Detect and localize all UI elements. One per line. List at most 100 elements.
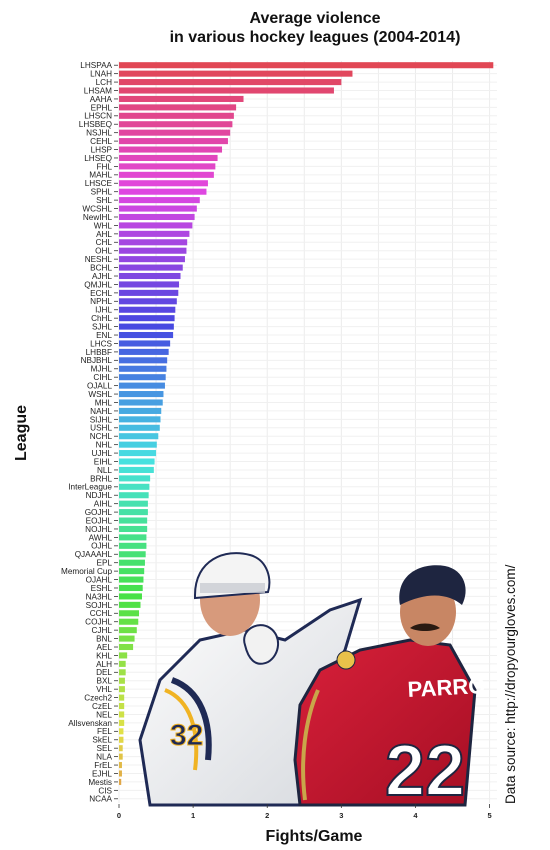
bar-shl bbox=[119, 197, 200, 204]
bar-memorial-cup bbox=[119, 568, 145, 575]
right-player-helmet bbox=[399, 565, 466, 605]
y-tick-label: LHSAM bbox=[84, 86, 112, 95]
y-axis: LHSPAALNAHLCHLHSAMAAHAEPHLLHSCNLHSBEQNSJ… bbox=[61, 61, 118, 804]
y-tick-label: BRHL bbox=[90, 474, 112, 483]
chart-title-line-2: in various hockey leagues (2004-2014) bbox=[170, 29, 461, 46]
bars bbox=[119, 62, 494, 785]
bar-ohl bbox=[119, 247, 187, 254]
bar-allsvenskan bbox=[119, 719, 125, 726]
y-tick-label: LHSCE bbox=[85, 179, 113, 188]
y-tick-label: ESHL bbox=[91, 584, 113, 593]
left-player-sleeve-stripe-2 bbox=[170, 677, 212, 761]
bar-wcshl bbox=[119, 205, 197, 212]
y-tick-label: NLA bbox=[96, 753, 112, 762]
bar-lhscn bbox=[119, 112, 234, 119]
y-tick-label: NewIHL bbox=[83, 213, 113, 222]
bar-awhl bbox=[119, 534, 147, 541]
bar-fel bbox=[119, 728, 124, 735]
y-tick-label: EIHL bbox=[94, 457, 113, 466]
y-tick-label: CEHL bbox=[90, 137, 112, 146]
bar-newihl bbox=[119, 213, 195, 221]
y-tick-label: EJHL bbox=[92, 769, 112, 778]
y-tick-label: CJHL bbox=[92, 626, 113, 635]
y-tick-label: KHL bbox=[96, 651, 112, 660]
bar-bxl bbox=[119, 677, 125, 684]
bar-lhsam bbox=[119, 87, 334, 94]
y-tick-label: NOJHL bbox=[85, 525, 112, 534]
y-tick-label: Memorial Cup bbox=[61, 567, 112, 576]
bar-gojhl bbox=[119, 509, 148, 516]
y-tick-label: QMJHL bbox=[84, 280, 112, 289]
y-tick-label: NESHL bbox=[85, 255, 113, 264]
bar-nhl bbox=[119, 441, 157, 448]
y-tick-label: COJHL bbox=[85, 618, 112, 627]
y-tick-label: OJAHL bbox=[86, 575, 113, 584]
y-tick-label: SOJHL bbox=[86, 601, 113, 610]
y-tick-label: NLL bbox=[97, 466, 112, 475]
y-tick-label: IJHL bbox=[95, 306, 112, 315]
bar-ahl bbox=[119, 230, 190, 237]
y-tick-label: NDJHL bbox=[86, 491, 113, 500]
bar-na3hl bbox=[119, 593, 142, 600]
y-tick-label: BXL bbox=[97, 677, 113, 686]
x-axis: 0 1 2 3 4 5 bbox=[117, 804, 492, 820]
bar-lhsbeq bbox=[119, 121, 233, 128]
right-player-stripe bbox=[301, 689, 320, 801]
right-player-name: PARRO bbox=[407, 673, 486, 702]
bar-cjhl bbox=[119, 627, 137, 634]
y-tick-label: Allsvenskan bbox=[68, 719, 112, 728]
bar-ojall bbox=[119, 382, 165, 389]
y-tick-label: SEL bbox=[97, 744, 113, 753]
y-tick-label: USHL bbox=[90, 424, 112, 433]
bar-sojhl bbox=[119, 601, 141, 608]
x-tick-label: 2 bbox=[265, 811, 269, 820]
bar-eshl bbox=[119, 584, 143, 592]
x-axis-label: Fights/Game bbox=[266, 828, 363, 845]
bar-brhl bbox=[119, 475, 151, 482]
chart-title-line-1: Average violence bbox=[249, 10, 380, 27]
bar-echl bbox=[119, 289, 179, 296]
bar-sjhl bbox=[119, 323, 174, 330]
bar-nchl bbox=[119, 433, 159, 440]
x-tick-label: 0 bbox=[117, 811, 121, 820]
bar-interleague bbox=[119, 483, 150, 490]
y-tick-label: OJHL bbox=[91, 542, 112, 551]
bar-nbjbhl bbox=[119, 357, 168, 364]
y-tick-label: AWHL bbox=[89, 533, 113, 542]
bar-mhl bbox=[119, 399, 163, 406]
bar-khl bbox=[119, 652, 128, 659]
bar-sphl bbox=[119, 188, 207, 195]
bar-mahl bbox=[119, 171, 214, 178]
y-tick-label: NBJBHL bbox=[81, 356, 113, 365]
bar-eihl bbox=[119, 458, 155, 465]
x-tick-label: 3 bbox=[339, 811, 343, 820]
bar-sel bbox=[119, 745, 123, 752]
y-tick-label: WSHL bbox=[88, 390, 112, 399]
bar-nojhl bbox=[119, 525, 148, 533]
y-tick-label: SIJHL bbox=[90, 415, 113, 424]
y-tick-label: UJHL bbox=[92, 449, 113, 458]
bar-cojhl bbox=[119, 618, 139, 625]
bar-lch bbox=[119, 79, 342, 86]
x-tick-label: 4 bbox=[413, 811, 418, 820]
y-tick-label: LHSBEQ bbox=[79, 120, 112, 129]
bar-aaha bbox=[119, 95, 244, 102]
bar-qmjhl bbox=[119, 281, 180, 288]
bar-enl bbox=[119, 331, 174, 339]
x-tick-label: 1 bbox=[191, 811, 195, 820]
y-tick-label: CHL bbox=[96, 238, 113, 247]
y-tick-label: AHL bbox=[96, 230, 112, 239]
bar-skel bbox=[119, 736, 124, 743]
bar-ejhl bbox=[119, 770, 122, 777]
y-tick-label: AJHL bbox=[92, 272, 112, 281]
y-tick-label: SJHL bbox=[92, 323, 112, 332]
bar-ael bbox=[119, 643, 134, 651]
y-tick-label: NPHL bbox=[90, 297, 112, 306]
y-tick-label: MAHL bbox=[89, 171, 112, 180]
bar-cehl bbox=[119, 138, 228, 145]
y-tick-label: GOJHL bbox=[85, 508, 113, 517]
bar-sijhl bbox=[119, 416, 161, 423]
y-tick-label: LNAH bbox=[90, 70, 112, 79]
bar-whl bbox=[119, 222, 193, 229]
bar-neshl bbox=[119, 256, 185, 263]
